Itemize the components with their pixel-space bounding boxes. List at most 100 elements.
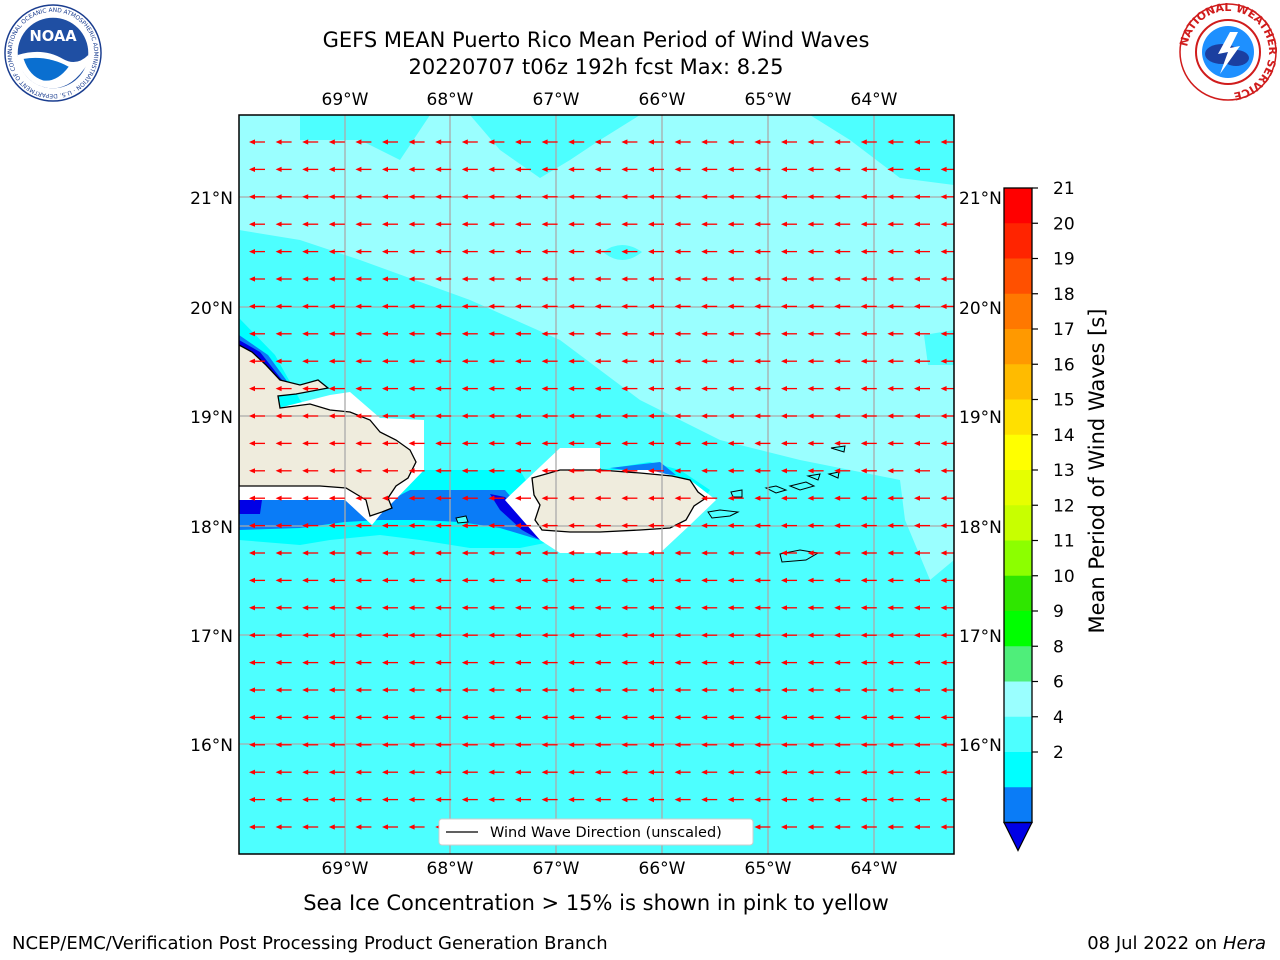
- wind-arrow: [834, 577, 851, 583]
- wind-arrow: [834, 331, 851, 337]
- wind-arrow: [621, 249, 638, 255]
- wind-arrow: [674, 660, 691, 666]
- wind-arrow: [781, 249, 797, 255]
- wind-arrow: [435, 577, 452, 583]
- wind-arrow: [275, 331, 292, 337]
- lon-tick-label: 68°W: [427, 90, 474, 110]
- wind-arrow: [860, 769, 877, 775]
- wind-arrow: [648, 769, 664, 775]
- colorbar-tick-label: 13: [1053, 461, 1075, 481]
- wind-arrow: [328, 660, 345, 666]
- wind-arrow: [887, 221, 904, 227]
- wind-arrow: [488, 769, 505, 775]
- colorbar-tick-label: 15: [1053, 391, 1075, 411]
- wind-arrow: [461, 550, 478, 556]
- wind-arrow: [302, 166, 319, 172]
- wind-arrow: [834, 276, 851, 282]
- wind-arrow: [328, 550, 345, 556]
- wind-arrow: [807, 824, 824, 830]
- wind-arrow: [648, 139, 664, 145]
- wind-arrow: [621, 577, 638, 583]
- wind-arrow: [488, 742, 505, 748]
- wind-arrow: [408, 440, 425, 446]
- wind-arrow: [408, 605, 425, 611]
- wind-arrow: [568, 331, 585, 337]
- wind-arrow: [914, 742, 930, 748]
- wind-arrow: [302, 194, 319, 200]
- wind-arrow: [887, 714, 904, 720]
- wind-arrow: [648, 303, 664, 309]
- wind-arrow: [834, 468, 851, 474]
- wind-arrow: [914, 632, 930, 638]
- wind-arrow: [515, 797, 531, 803]
- wind-arrow: [781, 632, 797, 638]
- wind-arrow: [701, 550, 718, 556]
- wind-arrow: [568, 550, 585, 556]
- wind-arrow: [648, 577, 664, 583]
- wind-arrow: [515, 769, 531, 775]
- wind-arrow: [275, 194, 292, 200]
- wind-arrow: [621, 166, 638, 172]
- wind-arrow: [435, 660, 452, 666]
- wind-arrow: [355, 660, 372, 666]
- field-lt-2: [239, 500, 262, 514]
- wind-arrow: [541, 742, 558, 748]
- wind-arrow: [382, 194, 398, 200]
- wind-arrow: [594, 139, 611, 145]
- wind-arrow: [302, 797, 319, 803]
- colorbar-tick-label: 6: [1053, 673, 1064, 693]
- wind-arrow: [461, 440, 478, 446]
- wind-arrow: [568, 249, 585, 255]
- wind-arrow: [940, 550, 954, 556]
- land-hispaniola: [239, 344, 417, 517]
- wind-arrow: [435, 386, 452, 392]
- wind-arrow: [860, 550, 877, 556]
- wind-arrow: [727, 550, 744, 556]
- wind-arrow: [382, 468, 398, 474]
- wind-arrow: [515, 687, 531, 693]
- wind-arrow: [940, 413, 954, 419]
- wind-arrow: [781, 742, 797, 748]
- wind-arrow: [302, 440, 319, 446]
- wind-arrow: [328, 824, 345, 830]
- wind-arrow: [275, 523, 292, 529]
- wind-arrow: [541, 577, 558, 583]
- wind-arrow: [727, 769, 744, 775]
- wind-arrow: [648, 550, 664, 556]
- wind-arrow: [328, 769, 345, 775]
- wind-arrow: [408, 577, 425, 583]
- lat-labels-right: 21°N 20°N 19°N 18°N 17°N 16°N: [959, 189, 1002, 756]
- field-2-4: [610, 462, 676, 475]
- wind-arrow: [860, 687, 877, 693]
- wind-arrow: [328, 303, 345, 309]
- wind-arrow: [355, 303, 372, 309]
- wind-arrow: [834, 413, 851, 419]
- wind-arrow: [914, 550, 930, 556]
- lat-tick-label: 17°N: [190, 627, 233, 647]
- wind-arrow: [621, 660, 638, 666]
- wind-arrow: [701, 660, 718, 666]
- wind-arrow: [860, 714, 877, 720]
- wind-arrow: [887, 660, 904, 666]
- wind-arrow: [408, 413, 425, 419]
- wind-arrow: [328, 221, 345, 227]
- wind-arrow: [914, 276, 930, 282]
- lon-tick-label: 69°W: [322, 859, 369, 879]
- wind-arrow: [408, 660, 425, 666]
- wind-arrow: [914, 413, 930, 419]
- wind-arrow: [382, 331, 398, 337]
- wind-arrow: [648, 440, 664, 446]
- wind-arrow: [382, 632, 398, 638]
- footer-credit: NCEP/EMC/Verification Post Processing Pr…: [12, 933, 608, 954]
- wind-arrow: [781, 276, 797, 282]
- wind-arrow: [940, 687, 954, 693]
- lat-tick-label: 16°N: [190, 736, 233, 756]
- wind-arrow: [488, 605, 505, 611]
- wind-arrow: [648, 523, 664, 529]
- lon-tick-label: 66°W: [639, 859, 686, 879]
- wind-arrow: [461, 413, 478, 419]
- wind-arrow: [249, 687, 265, 693]
- wind-arrow: [408, 221, 425, 227]
- wind-arrow: [887, 386, 904, 392]
- wind-arrow: [887, 413, 904, 419]
